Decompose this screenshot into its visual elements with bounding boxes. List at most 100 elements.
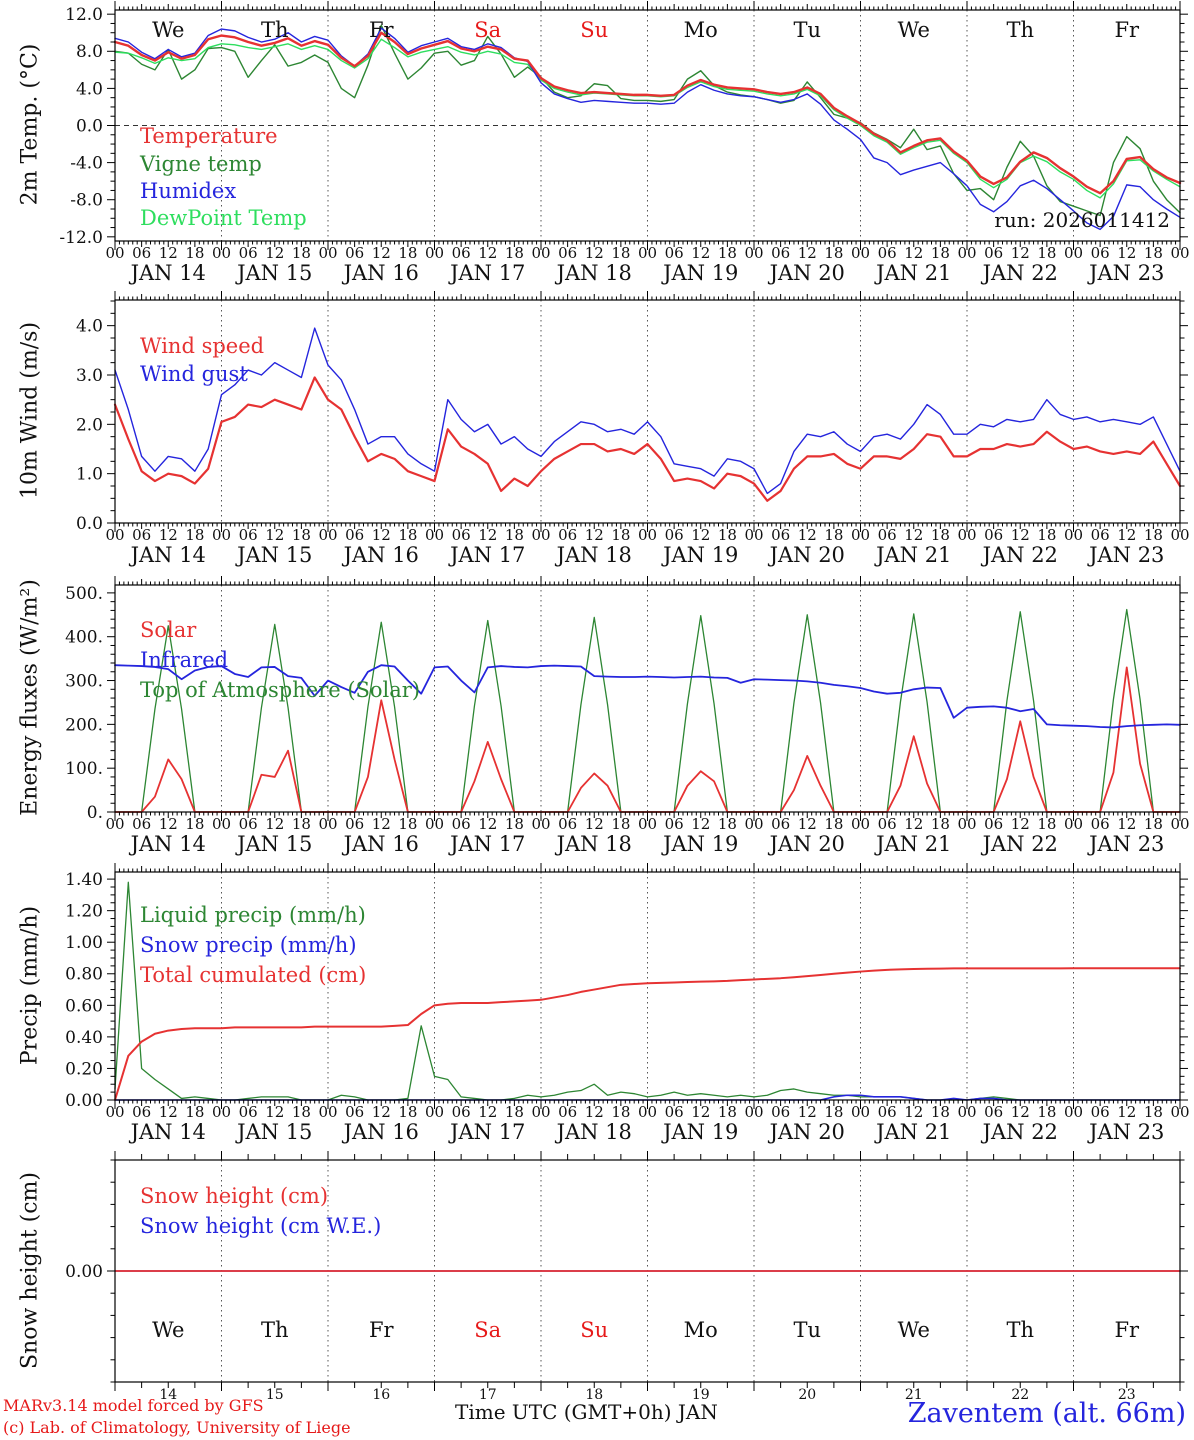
day-number-label: 21: [905, 1387, 923, 1403]
day-number-label: 17: [479, 1387, 497, 1403]
hour-tick-label: 12: [372, 1103, 391, 1121]
hour-tick-label: 18: [931, 815, 950, 833]
hour-tick-label: 18: [398, 244, 417, 262]
hour-tick-label: 12: [1117, 526, 1136, 544]
hour-tick-label: 12: [372, 244, 391, 262]
day-number-label: 22: [1011, 1387, 1029, 1403]
hour-tick-label: 00: [1064, 526, 1083, 544]
hour-tick-label: 12: [1117, 244, 1136, 262]
hour-tick-label: 12: [798, 526, 817, 544]
hour-tick-label: 18: [931, 244, 950, 262]
date-label: JAN 14: [129, 261, 206, 285]
y-tick-label: -8.0: [70, 191, 103, 211]
hour-tick-label: 12: [904, 815, 923, 833]
hour-tick-label: 00: [851, 1103, 870, 1121]
series-humidex: [114, 27, 1181, 231]
hour-tick-label: 00: [851, 244, 870, 262]
hour-tick-label: 00: [212, 244, 231, 262]
hour-tick-label: 00: [425, 526, 444, 544]
hour-tick-label: 06: [452, 815, 471, 833]
hour-tick-label: 18: [718, 244, 737, 262]
date-label: JAN 18: [555, 832, 632, 856]
date-label: JAN 23: [1087, 832, 1164, 856]
hour-tick-label: 00: [744, 526, 763, 544]
hour-tick-label: 00: [531, 1103, 550, 1121]
day-name-label: Tu: [793, 1318, 821, 1342]
hour-tick-label: 06: [1091, 815, 1110, 833]
series-vigne-temp: [114, 24, 1181, 217]
legend-infrared: Infrared: [140, 648, 229, 672]
hour-tick-label: 06: [878, 1103, 897, 1121]
date-label: JAN 17: [448, 832, 525, 856]
date-label: JAN 22: [981, 832, 1058, 856]
hour-tick-label: 18: [1144, 244, 1163, 262]
hour-tick-label: 18: [505, 1103, 524, 1121]
series-wind-gust: [114, 327, 1181, 495]
hour-tick-label: 00: [744, 244, 763, 262]
hour-tick-label: 18: [185, 1103, 204, 1121]
hour-tick-label: 18: [505, 815, 524, 833]
hour-tick-label: 12: [904, 244, 923, 262]
hour-tick-label: 00: [744, 815, 763, 833]
legend-solar: Solar: [140, 618, 197, 642]
date-label: JAN 20: [768, 543, 845, 567]
legend-liquid-precip: Liquid precip (mm/h): [140, 903, 366, 927]
day-name-label: Fr: [369, 1318, 395, 1342]
date-label: JAN 20: [768, 261, 845, 285]
y-tick-label: 1.0: [76, 465, 103, 485]
hour-tick-label: 06: [132, 815, 151, 833]
hour-tick-label: 12: [372, 526, 391, 544]
date-label: JAN 16: [342, 1120, 419, 1144]
y-tick-label: 200.: [65, 715, 103, 735]
hour-tick-label: 12: [478, 1103, 497, 1121]
hour-tick-label: 06: [665, 815, 684, 833]
hour-tick-label: 00: [638, 526, 657, 544]
hour-tick-label: 00: [318, 244, 337, 262]
y-tick-label: 8.0: [76, 42, 103, 62]
x-axis-title: Time UTC (GMT+0h) JAN: [455, 1400, 718, 1424]
station-label: Zaventem (alt. 66m): [907, 1398, 1186, 1429]
hour-tick-label: 00: [105, 244, 124, 262]
hour-tick-label: 18: [824, 1103, 843, 1121]
day-number-label: 15: [266, 1387, 284, 1403]
hour-tick-label: 12: [265, 815, 284, 833]
hour-tick-label: 00: [318, 1103, 337, 1121]
y-tick-label: 300.: [65, 671, 103, 691]
hour-tick-label: 12: [478, 244, 497, 262]
hour-tick-label: 00: [531, 815, 550, 833]
hour-tick-label: 12: [1011, 815, 1030, 833]
hour-tick-label: 06: [878, 815, 897, 833]
legend-snow-height-we: Snow height (cm W.E.): [140, 1214, 382, 1238]
hour-tick-label: 12: [1117, 815, 1136, 833]
legend-humidex: Humidex: [140, 179, 237, 203]
y-tick-label: 500.: [65, 584, 103, 604]
hour-tick-label: 12: [478, 815, 497, 833]
hour-tick-label: 12: [585, 815, 604, 833]
hour-tick-label: 06: [132, 1103, 151, 1121]
hour-tick-label: 18: [1037, 244, 1056, 262]
legend-dewpoint-temp: DewPoint Temp: [140, 206, 307, 230]
hour-tick-label: 12: [1117, 1103, 1136, 1121]
date-label: JAN 18: [555, 543, 632, 567]
hour-tick-label: 12: [478, 526, 497, 544]
hour-tick-label: 18: [292, 526, 311, 544]
hour-tick-label: 00: [1170, 526, 1189, 544]
footer-lab-credit: (c) Lab. of Climatology, University of L…: [3, 1418, 351, 1437]
day-name-label: Th: [261, 1318, 289, 1342]
legend-snow-precip: Snow precip (mm/h): [140, 933, 357, 957]
hour-tick-label: 00: [318, 815, 337, 833]
hour-tick-label: 12: [1011, 244, 1030, 262]
legend-toa-solar: Top of Atmosphere (Solar): [140, 678, 421, 702]
date-label: JAN 15: [235, 1120, 312, 1144]
hour-tick-label: 06: [239, 526, 258, 544]
hour-tick-label: 18: [185, 526, 204, 544]
hour-tick-label: 18: [185, 815, 204, 833]
hour-tick-label: 00: [638, 244, 657, 262]
hour-tick-label: 12: [585, 244, 604, 262]
date-label: JAN 18: [555, 261, 632, 285]
hour-tick-label: 12: [798, 244, 817, 262]
y-tick-label: -4.0: [70, 154, 103, 174]
day-name-label: Fr: [1114, 18, 1140, 42]
hour-tick-label: 18: [824, 244, 843, 262]
